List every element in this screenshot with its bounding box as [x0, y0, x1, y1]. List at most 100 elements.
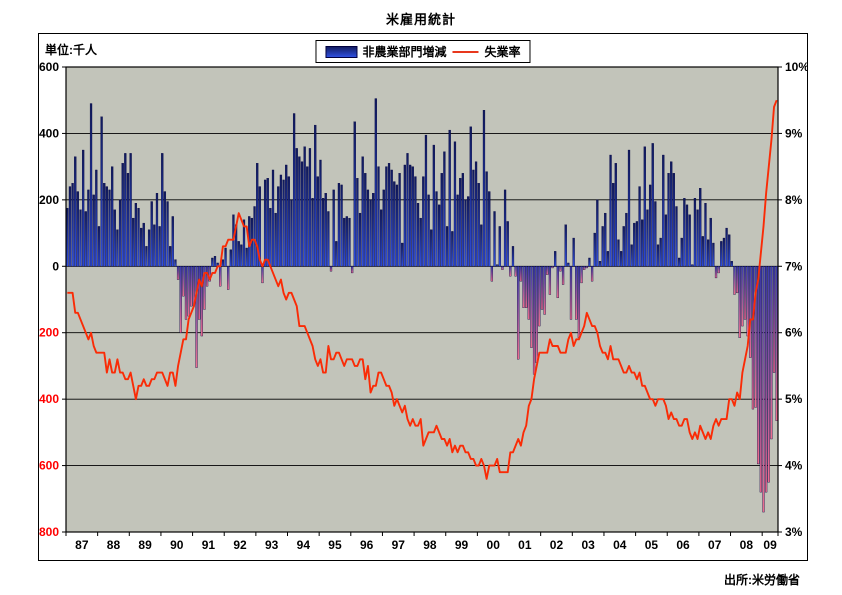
bar — [200, 266, 203, 337]
tick-label: 01 — [518, 538, 532, 552]
bar — [145, 246, 148, 267]
bar — [129, 153, 132, 267]
bar — [116, 229, 119, 267]
bar — [103, 183, 106, 267]
tick-label: 96 — [360, 538, 374, 552]
bar — [366, 189, 370, 267]
bar — [195, 266, 198, 368]
bar — [256, 163, 259, 267]
bar — [596, 199, 599, 267]
bar — [409, 164, 412, 267]
bar — [121, 163, 124, 267]
bar — [567, 262, 570, 267]
bar — [535, 266, 538, 363]
bar — [364, 173, 367, 267]
tick-label: 07 — [708, 538, 722, 552]
bar — [717, 266, 720, 274]
bar — [453, 141, 457, 267]
bar — [176, 266, 180, 280]
bar — [422, 176, 425, 267]
bar — [757, 266, 760, 465]
bar — [261, 266, 264, 284]
tick-label: 0 — [52, 259, 59, 273]
bar — [335, 241, 338, 267]
tick-label: 9% — [785, 126, 803, 140]
bar — [456, 194, 459, 267]
tick-label: 05 — [645, 538, 659, 552]
tick-label: 3% — [785, 525, 803, 539]
bar — [211, 257, 214, 267]
bar — [522, 266, 525, 308]
bar — [688, 214, 691, 267]
bar — [577, 266, 581, 338]
bar — [575, 266, 578, 320]
bar — [670, 161, 673, 267]
bar — [390, 169, 393, 267]
bar — [137, 207, 140, 267]
tick-label: 89 — [138, 538, 152, 552]
bar — [337, 183, 341, 267]
bar — [161, 153, 164, 267]
bar — [147, 229, 151, 267]
tick-label: 02 — [550, 538, 564, 552]
tick-label: 5% — [785, 392, 803, 406]
bar — [696, 209, 699, 267]
bar — [92, 194, 95, 267]
bar — [221, 259, 225, 267]
bar — [509, 266, 512, 277]
bar — [71, 183, 74, 267]
bar — [733, 266, 736, 295]
bar — [155, 193, 159, 267]
bar — [253, 206, 256, 267]
bar — [68, 186, 72, 267]
bar — [274, 212, 277, 267]
bar — [271, 169, 275, 267]
tick-label: -200 — [39, 326, 59, 340]
bar — [295, 148, 298, 267]
tick-label: 00 — [487, 538, 501, 552]
bar — [403, 164, 406, 267]
tick-label: 400 — [39, 126, 59, 140]
bar — [266, 178, 269, 267]
bar — [224, 247, 227, 267]
bar — [538, 266, 541, 327]
bar — [551, 266, 554, 269]
bar — [401, 242, 404, 267]
bar — [219, 266, 222, 287]
plot-border — [65, 66, 779, 533]
bar — [385, 166, 388, 267]
bar — [182, 266, 185, 297]
bar — [612, 183, 615, 267]
bar — [227, 266, 230, 290]
bar — [395, 184, 399, 267]
bar — [480, 224, 483, 267]
bar — [198, 266, 201, 320]
tick-label: 94 — [297, 538, 311, 552]
bar — [229, 249, 232, 267]
bar — [438, 204, 441, 267]
bar — [303, 146, 306, 267]
bar — [672, 173, 675, 267]
bar — [424, 134, 428, 267]
bar — [693, 198, 697, 267]
legend: 非農業部門増減 失業率 — [315, 40, 531, 63]
bar — [374, 98, 377, 267]
bar — [651, 143, 654, 267]
bar — [95, 169, 98, 267]
bar — [765, 266, 768, 493]
bar — [472, 169, 475, 267]
bar — [772, 266, 776, 373]
bar — [179, 266, 182, 333]
line-series-swatch-icon — [452, 50, 479, 53]
bar — [76, 191, 79, 267]
bar — [150, 201, 153, 267]
bar — [585, 266, 588, 269]
bar — [503, 189, 507, 267]
tick-label: 92 — [233, 538, 247, 552]
bar — [517, 266, 520, 360]
bar — [353, 121, 356, 267]
bar — [142, 222, 145, 267]
bar — [343, 217, 346, 267]
bar — [321, 198, 325, 267]
tick-label: 87 — [75, 538, 89, 552]
